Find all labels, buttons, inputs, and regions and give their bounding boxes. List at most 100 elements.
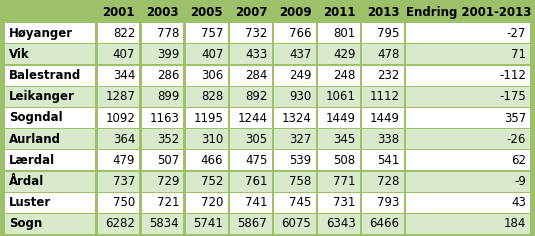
- Text: 364: 364: [113, 133, 135, 146]
- Bar: [230, 108, 272, 128]
- Bar: [142, 193, 184, 213]
- Bar: [362, 129, 404, 149]
- Bar: [407, 108, 531, 128]
- Text: Balestrand: Balestrand: [9, 69, 81, 82]
- Text: 729: 729: [157, 175, 179, 188]
- Bar: [407, 87, 531, 107]
- Text: -175: -175: [500, 90, 526, 103]
- Text: -112: -112: [499, 69, 526, 82]
- Bar: [186, 44, 227, 64]
- Text: Vik: Vik: [9, 48, 29, 61]
- Bar: [407, 23, 531, 43]
- Text: Luster: Luster: [9, 196, 51, 209]
- Text: 6343: 6343: [326, 218, 355, 231]
- Text: 1244: 1244: [238, 111, 268, 125]
- Bar: [318, 44, 360, 64]
- Text: 306: 306: [201, 69, 223, 82]
- Bar: [186, 150, 227, 170]
- Bar: [407, 2, 531, 22]
- Text: Høyanger: Høyanger: [9, 27, 73, 40]
- Bar: [98, 193, 140, 213]
- Text: 539: 539: [289, 154, 311, 167]
- Bar: [362, 87, 404, 107]
- Bar: [98, 150, 140, 170]
- Bar: [186, 193, 227, 213]
- Bar: [230, 214, 272, 234]
- Text: 731: 731: [333, 196, 355, 209]
- Text: 1449: 1449: [325, 111, 355, 125]
- Text: 5834: 5834: [150, 218, 179, 231]
- Text: 184: 184: [504, 218, 526, 231]
- Text: 1092: 1092: [105, 111, 135, 125]
- Bar: [186, 2, 227, 22]
- Text: 1449: 1449: [370, 111, 400, 125]
- Text: 248: 248: [333, 69, 355, 82]
- Text: -9: -9: [514, 175, 526, 188]
- Bar: [98, 87, 140, 107]
- Text: 758: 758: [289, 175, 311, 188]
- Text: 284: 284: [245, 69, 268, 82]
- Bar: [4, 193, 95, 213]
- Text: 2011: 2011: [323, 5, 355, 18]
- Bar: [230, 44, 272, 64]
- Bar: [230, 2, 272, 22]
- Bar: [4, 87, 95, 107]
- Bar: [318, 108, 360, 128]
- Text: 2013: 2013: [367, 5, 399, 18]
- Text: 352: 352: [157, 133, 179, 146]
- Bar: [318, 172, 360, 192]
- Bar: [274, 172, 316, 192]
- Bar: [230, 87, 272, 107]
- Text: Endring 2001-2013: Endring 2001-2013: [406, 5, 531, 18]
- Text: 479: 479: [113, 154, 135, 167]
- Bar: [98, 108, 140, 128]
- Bar: [98, 2, 140, 22]
- Bar: [274, 23, 316, 43]
- Bar: [142, 44, 184, 64]
- Bar: [274, 108, 316, 128]
- Text: -26: -26: [507, 133, 526, 146]
- Text: 232: 232: [377, 69, 400, 82]
- Bar: [274, 2, 316, 22]
- Bar: [98, 172, 140, 192]
- Bar: [230, 193, 272, 213]
- Bar: [98, 129, 140, 149]
- Text: 249: 249: [289, 69, 311, 82]
- Bar: [362, 2, 404, 22]
- Text: Sogn: Sogn: [9, 218, 42, 231]
- Text: 71: 71: [511, 48, 526, 61]
- Text: 761: 761: [245, 175, 268, 188]
- Bar: [362, 23, 404, 43]
- Bar: [274, 214, 316, 234]
- Text: 407: 407: [201, 48, 223, 61]
- Text: 745: 745: [289, 196, 311, 209]
- Bar: [4, 108, 95, 128]
- Text: 795: 795: [377, 27, 400, 40]
- Text: 5741: 5741: [193, 218, 223, 231]
- Text: -27: -27: [507, 27, 526, 40]
- Bar: [98, 23, 140, 43]
- Bar: [186, 214, 227, 234]
- Bar: [318, 2, 360, 22]
- Bar: [98, 44, 140, 64]
- Bar: [98, 214, 140, 234]
- Bar: [274, 129, 316, 149]
- Text: 1163: 1163: [149, 111, 179, 125]
- Text: 771: 771: [333, 175, 355, 188]
- Bar: [274, 44, 316, 64]
- Bar: [318, 129, 360, 149]
- Bar: [186, 108, 227, 128]
- Text: 2007: 2007: [235, 5, 267, 18]
- Bar: [407, 214, 531, 234]
- Text: 741: 741: [245, 196, 268, 209]
- Text: Leikanger: Leikanger: [9, 90, 75, 103]
- Text: 2001: 2001: [103, 5, 135, 18]
- Text: 305: 305: [245, 133, 268, 146]
- Bar: [4, 150, 95, 170]
- Text: 357: 357: [504, 111, 526, 125]
- Text: 437: 437: [289, 48, 311, 61]
- Bar: [186, 129, 227, 149]
- Text: 399: 399: [157, 48, 179, 61]
- Bar: [186, 23, 227, 43]
- Bar: [4, 44, 95, 64]
